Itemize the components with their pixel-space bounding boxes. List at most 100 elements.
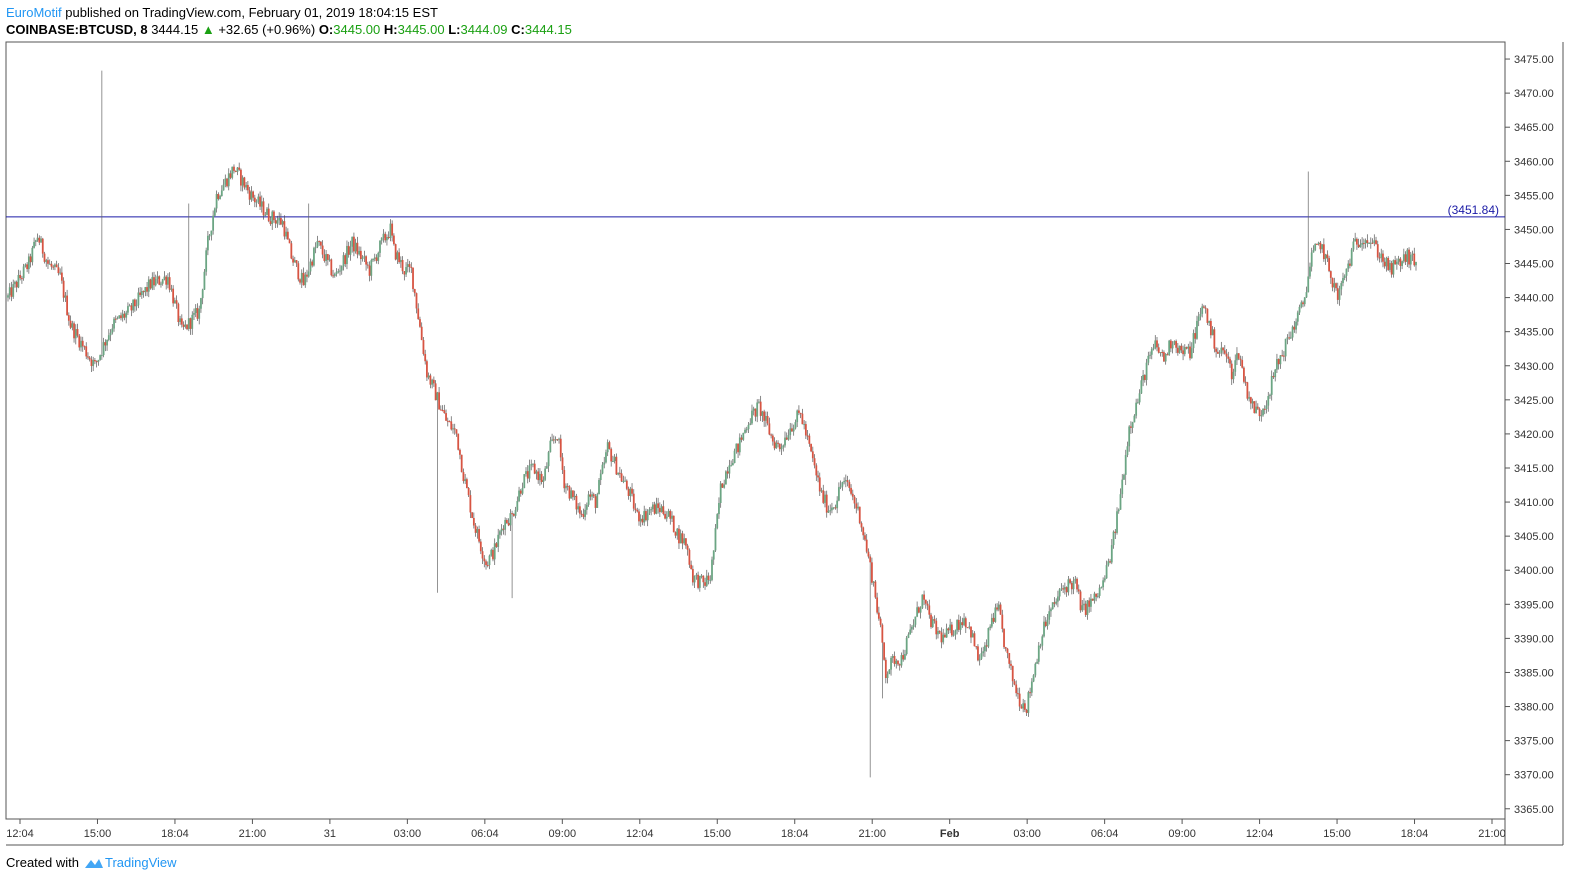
- candle-up: [1251, 401, 1254, 404]
- candle-down: [344, 255, 347, 265]
- candle-down: [566, 485, 569, 487]
- candle-down: [691, 569, 694, 583]
- candle-up: [1072, 580, 1075, 590]
- candle-up: [752, 408, 755, 411]
- candle-up: [787, 435, 790, 440]
- candle-down: [791, 428, 793, 432]
- candle-up: [612, 460, 614, 462]
- candle-up: [1178, 345, 1181, 353]
- candle-up: [1274, 369, 1277, 378]
- candle-up: [1338, 289, 1341, 300]
- candle-up: [257, 196, 260, 202]
- candle-up: [250, 191, 253, 200]
- candle-down: [1044, 621, 1047, 627]
- candle-down: [365, 256, 367, 265]
- candle-down: [104, 342, 107, 346]
- candle-down: [876, 597, 879, 613]
- candle-down: [771, 435, 774, 442]
- candle-up: [1050, 609, 1052, 612]
- candle-up: [335, 271, 338, 275]
- candle-up: [1173, 341, 1176, 345]
- candle-up: [987, 628, 990, 647]
- candle-down: [273, 211, 275, 221]
- candle-up: [1030, 681, 1033, 693]
- tradingview-logo[interactable]: TradingView: [83, 855, 177, 870]
- candle-down: [73, 323, 75, 339]
- candle-up: [1232, 371, 1235, 380]
- candle-up: [1409, 254, 1412, 265]
- candle-down: [1182, 350, 1184, 355]
- candle-up: [1081, 605, 1084, 611]
- candle-up: [14, 281, 16, 285]
- candle-up: [599, 473, 602, 481]
- candle-down: [568, 486, 571, 499]
- candle-up: [1395, 261, 1398, 265]
- candle-down: [1017, 693, 1019, 695]
- candle-down: [580, 513, 583, 515]
- candle-up: [1296, 312, 1299, 322]
- candle-down: [1216, 351, 1219, 354]
- author-link[interactable]: EuroMotif: [6, 5, 62, 20]
- candle-up: [982, 651, 985, 654]
- candle-up: [990, 617, 993, 627]
- candle-up: [227, 173, 230, 187]
- candle-up: [1269, 394, 1271, 397]
- candle-down: [1349, 263, 1351, 266]
- candle-down: [290, 243, 293, 259]
- candle-down: [923, 594, 925, 600]
- y-tick-label: 3380.00: [1514, 702, 1554, 714]
- candle-up: [945, 628, 948, 638]
- candle-up: [839, 486, 842, 488]
- candle-up: [1314, 243, 1317, 251]
- candle-up: [843, 481, 846, 483]
- candle-down: [813, 458, 816, 466]
- candle-up: [735, 443, 738, 451]
- candle-up: [518, 490, 520, 502]
- candle-down: [130, 305, 133, 311]
- candle-up: [980, 653, 983, 659]
- candle-down: [445, 413, 447, 421]
- candle-down: [1366, 240, 1369, 243]
- candle-down: [1223, 350, 1226, 354]
- candle-down: [973, 633, 976, 647]
- candle-up: [386, 237, 388, 241]
- candle-up: [1083, 603, 1085, 606]
- candle-up: [431, 379, 434, 385]
- candle-down: [975, 646, 978, 648]
- candle-up: [1411, 253, 1414, 255]
- candle-down: [43, 253, 46, 262]
- candle-up: [646, 513, 649, 521]
- candle-down: [83, 346, 86, 348]
- candle-up: [904, 654, 906, 660]
- candle-down: [1244, 381, 1247, 383]
- candle-up: [1276, 358, 1278, 370]
- candle-up: [1380, 253, 1383, 258]
- candle-up: [665, 516, 668, 519]
- candle-down: [286, 231, 289, 240]
- candle-up: [34, 240, 37, 242]
- candle-down: [526, 471, 529, 479]
- candle-down: [1408, 249, 1410, 265]
- candle-down: [754, 408, 757, 417]
- candle-up: [523, 474, 526, 488]
- candle-up: [603, 462, 606, 465]
- candle-up: [1145, 362, 1148, 381]
- candle-down: [851, 493, 854, 497]
- candle-down: [253, 197, 256, 203]
- candle-up: [551, 439, 553, 441]
- candle-up: [956, 619, 958, 631]
- candle-up: [1401, 261, 1403, 266]
- x-tick-label: 18:04: [781, 828, 809, 840]
- candle-up: [1107, 561, 1110, 566]
- candle-up: [824, 494, 826, 503]
- candle-down: [1163, 352, 1165, 362]
- candle-up: [1103, 578, 1106, 581]
- candle-down: [262, 201, 265, 216]
- candle-up: [1192, 333, 1195, 349]
- candle-down: [634, 508, 637, 511]
- candle-up: [213, 208, 216, 216]
- candle-up: [1048, 611, 1051, 620]
- candle-up: [1298, 306, 1301, 313]
- candle-up: [363, 256, 366, 258]
